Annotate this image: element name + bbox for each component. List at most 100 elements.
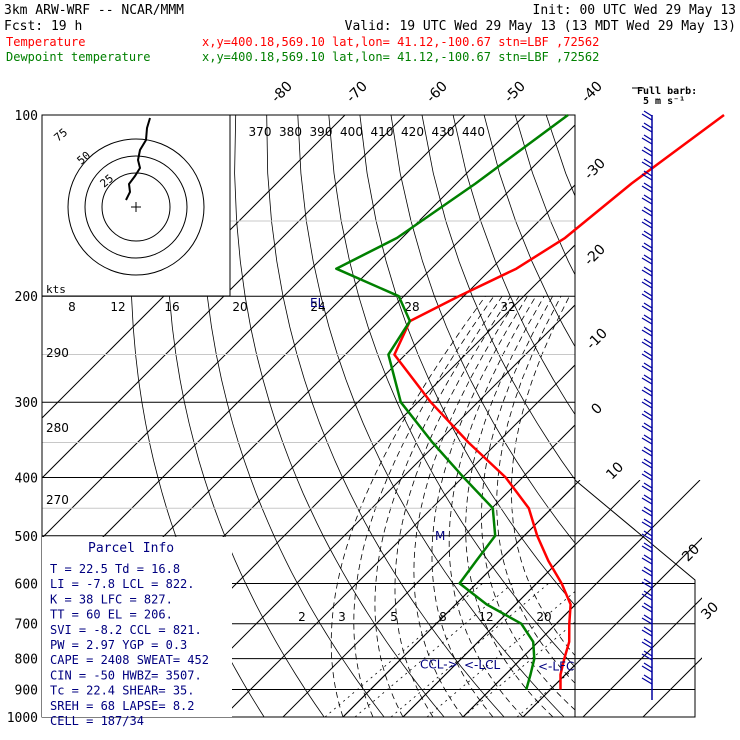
dry-adiabat (671, 115, 740, 717)
parcel-info-row: K = 38 LFC = 827. (50, 592, 173, 606)
wind-barb (641, 254, 653, 265)
theta-e-tick-label: 430 (432, 125, 455, 139)
pressure-tick-label: 400 (15, 471, 38, 486)
parcel-info-row: SVI = -8.2 CCL = 821. (50, 623, 202, 637)
dry-adiabat (639, 115, 740, 717)
temperature-tick-label: 10 (603, 459, 627, 483)
parcel-info-rows: T = 22.5 Td = 16.8LI = -7.8 LCL = 822.K … (50, 562, 209, 728)
mixing-ratio-line (324, 583, 483, 717)
wind-barb (641, 626, 653, 637)
wind-barb (641, 674, 653, 685)
parcel-info-box (42, 537, 232, 717)
theta-e-labels: 370 380 390 400 410 420 430 440 (249, 125, 485, 139)
wind-barb (641, 134, 653, 145)
wind-barb (641, 158, 653, 169)
hodograph-ring (84, 155, 188, 259)
moist-adiabat (481, 296, 575, 711)
parcel-info-row: TT = 60 EL = 206. (50, 608, 173, 622)
parcel-info-row: SREH = 68 LAPSE= 8.2 (50, 699, 195, 713)
wind-barb (641, 194, 653, 205)
wind-barb (641, 362, 653, 373)
dry-adiabat (733, 115, 740, 717)
theta-tick-label: 280 (46, 421, 69, 435)
isotherm-lower (522, 537, 702, 717)
isotherm-lower (402, 480, 641, 717)
moist-adiabat (330, 295, 486, 717)
wind-barb (641, 182, 653, 193)
mixing-ratio-tick-label: 20 (536, 610, 551, 624)
pressure-axis-labels: 100 200 300 400 500 600 700 800 900 1000 (7, 109, 38, 726)
theta-labels: 290 280 270 (46, 346, 69, 507)
isotherm-lines-lower (342, 480, 702, 717)
wind-barb (641, 638, 653, 649)
moist-adiabat (496, 296, 575, 684)
temperature-legend: Temperature (6, 35, 85, 49)
temperature-line (393, 113, 725, 690)
parcel-info-row: CELL = 187/34 (50, 714, 144, 728)
wind-barb (641, 650, 653, 661)
mixing-ratio-line (390, 583, 549, 717)
isotherm-lines (42, 115, 740, 717)
pressure-tick-label: 900 (15, 683, 38, 698)
parcel-info-row: CIN = -50 HWBZ= 3507. (50, 668, 202, 682)
wind-barb (641, 590, 653, 601)
wind-barb (641, 602, 653, 613)
temperature-tick-label: -30 (581, 155, 608, 182)
wind-barb (641, 302, 653, 313)
dewpoint-legend: Dewpoint temperature (6, 50, 151, 64)
theta-e-tick-label: 380 (279, 125, 302, 139)
pressure-tick-label: 700 (15, 618, 38, 633)
isotherm (222, 364, 575, 717)
pressure-tick-label: 200 (15, 290, 38, 305)
moist-adiabat (353, 295, 495, 717)
mixing-ratio-tick-label: 3 (338, 610, 346, 624)
wind-barb (641, 230, 653, 241)
dry-adiabat (702, 115, 740, 717)
wind-barb (641, 578, 653, 589)
isotherm (42, 115, 466, 539)
wind-barb (641, 242, 653, 253)
isotherm-lower (582, 597, 702, 717)
parcel-info-title: Parcel Info (88, 541, 174, 556)
hodograph-speed-labels: 8 12 16 20 24 28 32 (68, 300, 515, 314)
isotherm (643, 115, 740, 717)
temperature-tick-label: -20 (581, 241, 608, 268)
wind-barb (641, 146, 653, 157)
init-time: Init: 00 UTC Wed 29 May 13 (533, 3, 737, 18)
wind-barb (641, 506, 653, 517)
temperature-tick-label: -70 (343, 78, 370, 105)
wind-barb (641, 518, 653, 529)
dry-adiabat (514, 115, 575, 276)
mixing-ratio-tick-label: 8 (439, 610, 447, 624)
wind-barb (641, 434, 653, 445)
wind-barb (641, 350, 653, 361)
wind-barb (641, 470, 653, 481)
model-title: 3km ARW-WRF -- NCAR/MMM (4, 3, 184, 18)
wind-barb (641, 398, 653, 409)
wind-barb (641, 410, 653, 421)
wind-barb (641, 614, 653, 625)
hodograph-speed-label: 8 (68, 300, 76, 314)
isotherm (162, 304, 575, 717)
dewpoint-line (335, 113, 569, 690)
wind-barb (641, 218, 653, 229)
wind-barb (641, 110, 653, 121)
wind-barb (641, 446, 653, 457)
hodograph-unit: kts (46, 283, 66, 296)
wind-barb (641, 326, 653, 337)
isotherm-lower (462, 480, 701, 717)
theta-e-tick-label: 410 (371, 125, 394, 139)
mixing-ratio-tick-label: 2 (298, 610, 306, 624)
pressure-tick-label: 1000 (7, 711, 38, 726)
mixing-ratio-tick-label: 5 (390, 610, 398, 624)
parcel-info-row: LI = -7.8 LCL = 822. (50, 577, 195, 591)
wind-barbs (641, 110, 653, 700)
wind-barb (641, 278, 653, 289)
wind-barb (641, 266, 653, 277)
wind-barb (641, 422, 653, 433)
temperature-tick-label: -80 (268, 78, 295, 105)
moist-adiabat (431, 295, 528, 717)
temperature-tick-label: -40 (578, 78, 605, 105)
pressure-tick-label: 800 (15, 653, 38, 668)
plot-frame (41, 114, 576, 718)
